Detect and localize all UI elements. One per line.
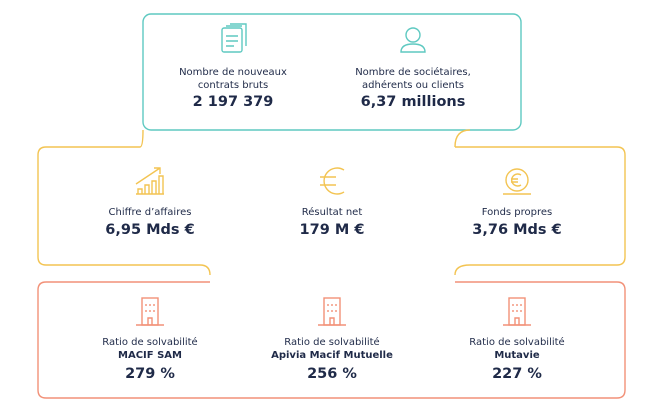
contracts-icon: [221, 23, 247, 53]
growth-icon: [135, 167, 164, 195]
value: 3,76 Mds €: [472, 222, 561, 238]
value: 6,37 millions: [361, 94, 466, 110]
building-icon: [318, 297, 346, 326]
label-line: Nombre de nouveaux: [179, 67, 287, 78]
label: Fonds propres: [482, 207, 553, 218]
entity: Apivia Macif Mutuelle: [271, 350, 393, 361]
building-icon: [136, 297, 164, 326]
label-line: Nombre de sociétaires,: [355, 66, 471, 78]
value: 2 197 379: [193, 94, 274, 110]
label: Ratio de solvabilité: [284, 336, 379, 348]
label: Résultat net: [302, 206, 363, 218]
label: Ratio de solvabilité: [102, 336, 197, 348]
value: 279 %: [125, 366, 175, 382]
middle-frame: [37, 129, 626, 276]
label: Chiffre d’affaires: [109, 207, 192, 218]
value: 179 M €: [300, 222, 365, 238]
entity: Mutavie: [494, 350, 540, 361]
value: 227 %: [492, 366, 542, 382]
person-icon: [400, 27, 426, 53]
value: 256 %: [307, 366, 357, 382]
label: Ratio de solvabilité: [469, 336, 564, 348]
coin-icon: [503, 168, 531, 195]
value: 6,95 Mds €: [105, 222, 194, 238]
bottom-frame: [37, 281, 626, 399]
entity: MACIF SAM: [118, 350, 182, 361]
euro-icon: [320, 167, 345, 195]
label-line: adhérents ou clients: [362, 79, 464, 91]
building-icon: [503, 297, 531, 326]
label-line: contrats bruts: [198, 80, 268, 91]
top-frame: [142, 13, 522, 131]
